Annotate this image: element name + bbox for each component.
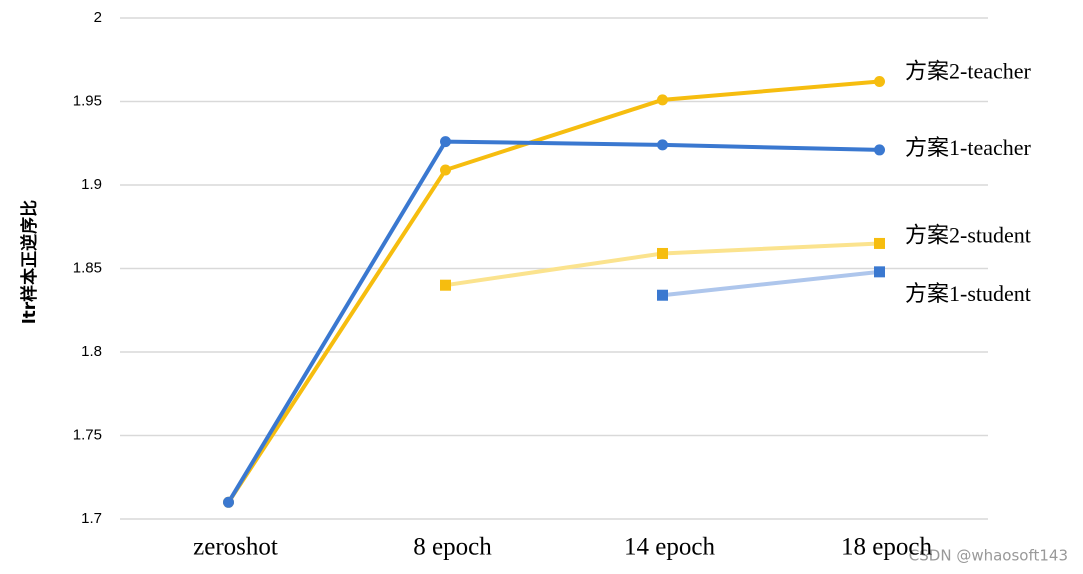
marker <box>657 94 668 106</box>
legend-label: 方案1-student <box>905 281 1031 306</box>
marker <box>874 144 885 156</box>
marker <box>657 139 668 151</box>
series-line <box>226 79 880 504</box>
y-tick-label: 1.9 <box>81 176 102 193</box>
x-tick-label: zeroshot <box>193 534 278 561</box>
marker <box>657 247 668 259</box>
y-axis-label: ltr样本正逆序比 <box>19 200 40 324</box>
marker <box>874 75 885 87</box>
legend-label: 方案2-teacher <box>905 59 1031 84</box>
y-tick-label: 1.8 <box>81 343 102 360</box>
y-tick-label: 1.7 <box>81 510 102 527</box>
legend-label: 方案2-student <box>905 222 1031 247</box>
series-line <box>662 269 880 298</box>
y-tick-label: 1.75 <box>73 426 102 443</box>
series-line <box>226 139 880 504</box>
y-tick-label: 1.95 <box>73 92 102 109</box>
x-tick-label: 18 epoch <box>841 534 932 561</box>
marker <box>874 266 885 278</box>
marker <box>874 237 885 249</box>
marker <box>440 136 451 148</box>
legend-label: 方案1-teacher <box>905 135 1031 160</box>
y-tick-label: 2 <box>94 9 102 26</box>
marker <box>440 164 451 176</box>
marker <box>440 279 451 291</box>
y-tick-label: 1.85 <box>73 259 102 276</box>
x-tick-label: 14 epoch <box>624 534 715 561</box>
watermark: CSDN @whaosoft143 <box>909 547 1068 565</box>
x-tick-label: 8 epoch <box>413 534 492 561</box>
marker <box>657 289 668 301</box>
marker <box>223 496 234 508</box>
